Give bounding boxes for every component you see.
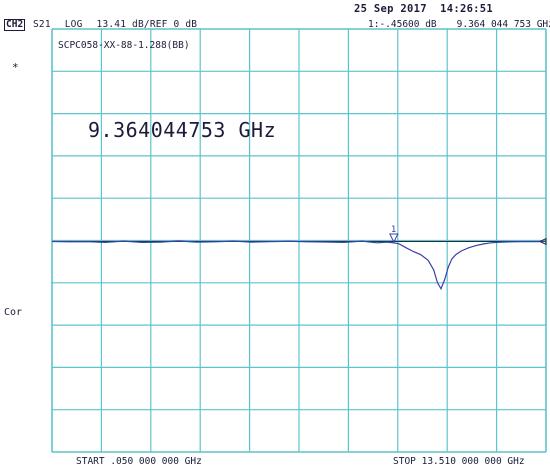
trace-title: SCPC058-XX-88-1.288(BB) (58, 40, 190, 51)
reference-position-arrow-icon (538, 237, 547, 246)
s21-trace (51, 240, 547, 291)
reference-label: REF 0 dB (149, 19, 198, 30)
marker-readout-value: 1:-.45600 dB (368, 19, 437, 30)
marker-readout: 1:-.45600 dB 9.364 044 753 GHz (368, 19, 550, 30)
marker-1-triangle-icon[interactable] (389, 233, 399, 244)
format-label: LOG (64, 19, 83, 30)
graticule-grid (51, 28, 547, 453)
marker-1-label: 1 (391, 225, 396, 235)
datetime-stamp: 25 Sep 2017 14:26:51 (354, 3, 494, 15)
stop-frequency-label: STOP 13.510 000 000 GHz (393, 456, 525, 467)
correction-indicator: Cor (4, 307, 23, 318)
marker-frequency-display: 9.364044753 GHz (88, 118, 276, 142)
marker-1[interactable]: 1 (389, 225, 399, 244)
start-frequency-label: START .050 000 000 GHz (76, 456, 202, 467)
channel-indicator[interactable]: CH2 (4, 19, 26, 31)
marker-readout-frequency: 9.364 044 753 GHz (456, 19, 550, 30)
measurement-settings: S21 LOG 13.41 dB/REF 0 dB (33, 19, 211, 30)
annotation-star: * (12, 61, 19, 74)
scale-label: 13.41 dB/ (96, 19, 150, 30)
parameter-label: S21 (33, 19, 51, 30)
